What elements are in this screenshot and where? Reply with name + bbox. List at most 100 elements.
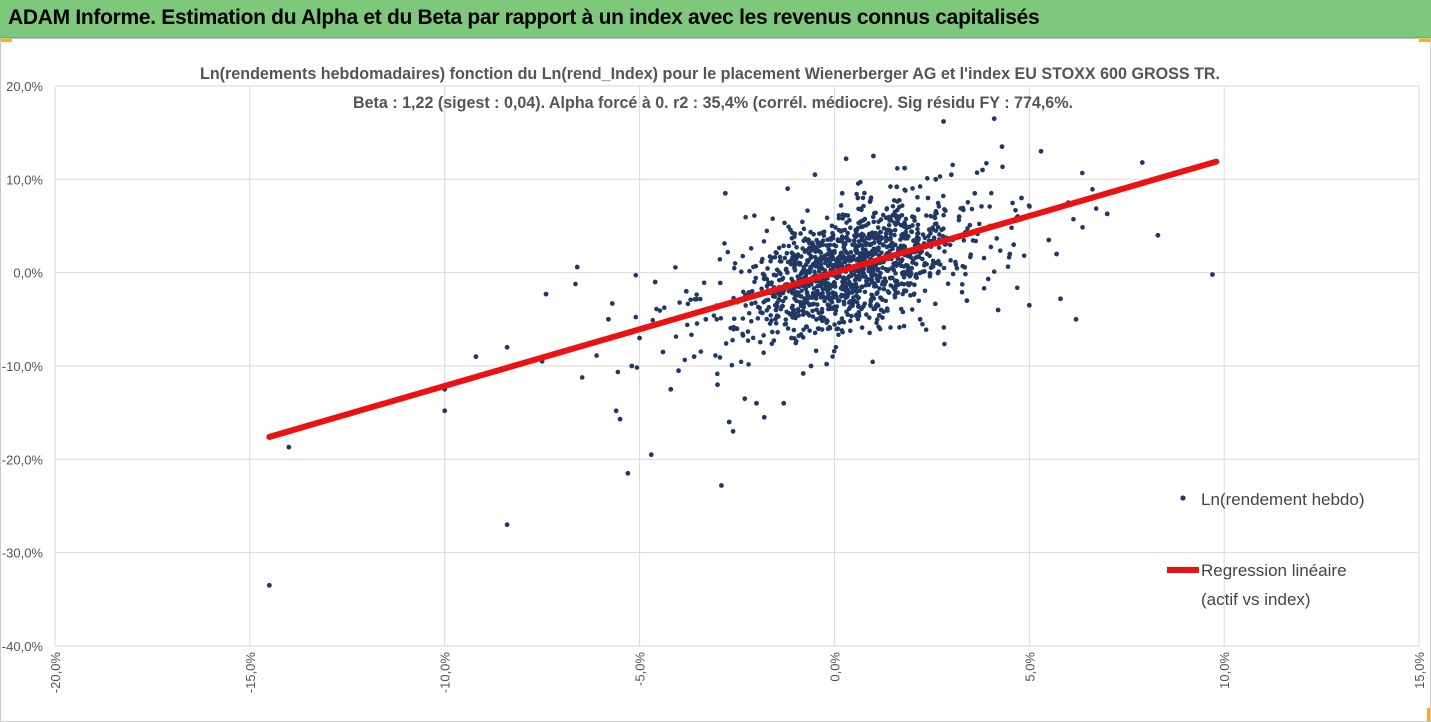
data-point — [856, 295, 861, 301]
data-point — [842, 293, 848, 298]
data-point — [859, 325, 865, 330]
data-point — [753, 263, 759, 269]
data-point — [869, 292, 874, 298]
data-point — [848, 318, 853, 324]
data-point — [920, 321, 925, 327]
data-point — [857, 251, 863, 256]
data-point — [871, 153, 876, 159]
data-point — [885, 308, 890, 313]
data-point — [805, 208, 810, 213]
data-point — [615, 369, 621, 375]
data-point — [769, 341, 775, 347]
data-point — [794, 298, 799, 304]
data-point — [981, 286, 987, 291]
data-point — [903, 216, 909, 222]
data-point — [915, 194, 920, 200]
data-point — [790, 254, 795, 260]
data-point — [965, 199, 971, 205]
data-point — [841, 240, 846, 246]
data-point — [782, 220, 787, 226]
data-point — [694, 292, 699, 297]
data-point — [767, 321, 773, 326]
data-point — [924, 251, 930, 257]
data-point — [803, 268, 809, 273]
data-point — [810, 308, 815, 314]
data-point — [914, 275, 919, 280]
data-point — [828, 306, 833, 312]
data-point — [844, 283, 849, 289]
data-point — [937, 174, 943, 179]
data-point — [713, 353, 718, 358]
data-point — [774, 304, 780, 309]
data-point — [846, 288, 851, 294]
data-point — [954, 265, 960, 271]
data-point — [824, 320, 829, 326]
data-point — [930, 258, 936, 264]
data-point — [903, 288, 909, 294]
data-point — [800, 301, 806, 306]
data-point — [760, 271, 766, 277]
data-point — [814, 237, 819, 243]
data-point — [830, 291, 836, 296]
data-point — [840, 228, 845, 233]
data-point — [897, 325, 902, 330]
data-point — [875, 225, 881, 230]
data-point — [1073, 316, 1079, 322]
data-point — [894, 184, 900, 190]
data-point — [884, 244, 890, 250]
data-point — [759, 286, 764, 292]
data-point — [887, 275, 893, 281]
data-point — [775, 330, 780, 335]
data-point — [826, 256, 832, 262]
data-point — [717, 257, 723, 262]
data-point — [866, 282, 872, 288]
data-point — [788, 312, 793, 317]
data-point — [725, 249, 731, 255]
data-point — [805, 258, 810, 263]
data-point — [909, 307, 915, 312]
data-point — [266, 582, 272, 588]
regression-line — [266, 158, 1220, 440]
data-point — [691, 354, 697, 360]
data-point — [835, 326, 841, 331]
data-point — [889, 265, 895, 271]
scatter-points — [266, 116, 1215, 588]
data-point — [761, 350, 766, 356]
data-point — [806, 245, 812, 251]
data-point — [917, 316, 923, 322]
data-point — [903, 188, 908, 193]
data-point — [701, 280, 707, 286]
data-point — [573, 281, 578, 287]
data-point — [778, 271, 783, 277]
data-point — [980, 167, 985, 173]
data-point — [892, 292, 898, 298]
data-point — [852, 277, 858, 283]
data-point — [1010, 200, 1015, 206]
data-point — [812, 172, 818, 178]
data-point — [739, 269, 744, 275]
data-point — [731, 265, 737, 271]
data-point — [849, 313, 854, 319]
report-title: ADAM Informe. Estimation du Alpha et du … — [8, 6, 1040, 29]
data-point — [814, 307, 819, 312]
data-point — [1014, 285, 1020, 291]
data-point — [755, 316, 761, 321]
data-point — [950, 271, 956, 277]
data-point — [797, 261, 803, 266]
data-point — [917, 270, 923, 276]
data-point — [717, 355, 723, 360]
data-point — [872, 272, 878, 278]
data-point — [740, 316, 746, 321]
data-point — [777, 254, 783, 260]
data-point — [874, 236, 880, 241]
data-point — [812, 330, 818, 336]
data-point — [1071, 216, 1076, 222]
data-point — [820, 294, 826, 299]
data-point — [941, 325, 947, 330]
data-point — [924, 176, 930, 181]
data-point — [902, 165, 907, 171]
data-point — [731, 316, 737, 322]
data-point — [1139, 160, 1145, 165]
data-point — [714, 317, 720, 322]
data-point — [841, 244, 847, 250]
